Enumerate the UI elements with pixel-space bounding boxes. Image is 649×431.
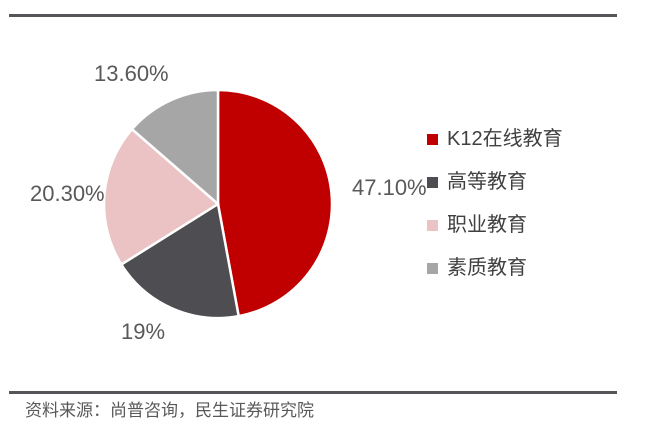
legend-item-quality-education: 素质教育 xyxy=(427,258,563,278)
pie-slice-2 xyxy=(119,201,241,320)
top-divider xyxy=(9,14,617,17)
legend-item-k12-online-education: K12在线教育 xyxy=(427,129,563,149)
pie-slice-4 xyxy=(130,88,220,207)
bottom-divider xyxy=(9,391,617,394)
source-note: 资料来源：尚普咨询，民生证券研究院 xyxy=(25,401,314,420)
pie-slice-3 xyxy=(102,127,221,267)
pie-slice-1 xyxy=(216,88,334,318)
legend-item-higher-education: 高等教育 xyxy=(427,172,563,192)
legend: K12在线教育 高等教育 职业教育 素质教育 xyxy=(427,129,563,278)
legend-label-higher-education: 高等教育 xyxy=(447,171,527,193)
legend-label-quality-education: 素质教育 xyxy=(447,257,527,279)
pie-label-vocational-education: 20.30% xyxy=(30,181,105,206)
pie-label-higher-education: 19% xyxy=(121,319,166,344)
pie-label-k12-online-education: 47.10% xyxy=(352,175,427,200)
pie-label-quality-education: 13.60% xyxy=(94,61,169,86)
legend-swatch-k12-online-education xyxy=(427,133,438,145)
legend-label-vocational-education: 职业教育 xyxy=(447,214,527,236)
legend-swatch-higher-education xyxy=(427,176,438,188)
legend-item-vocational-education: 职业教育 xyxy=(427,215,563,235)
legend-swatch-quality-education xyxy=(427,262,438,274)
legend-swatch-vocational-education xyxy=(427,219,438,231)
legend-label-k12-online-education: K12在线教育 xyxy=(447,128,563,150)
